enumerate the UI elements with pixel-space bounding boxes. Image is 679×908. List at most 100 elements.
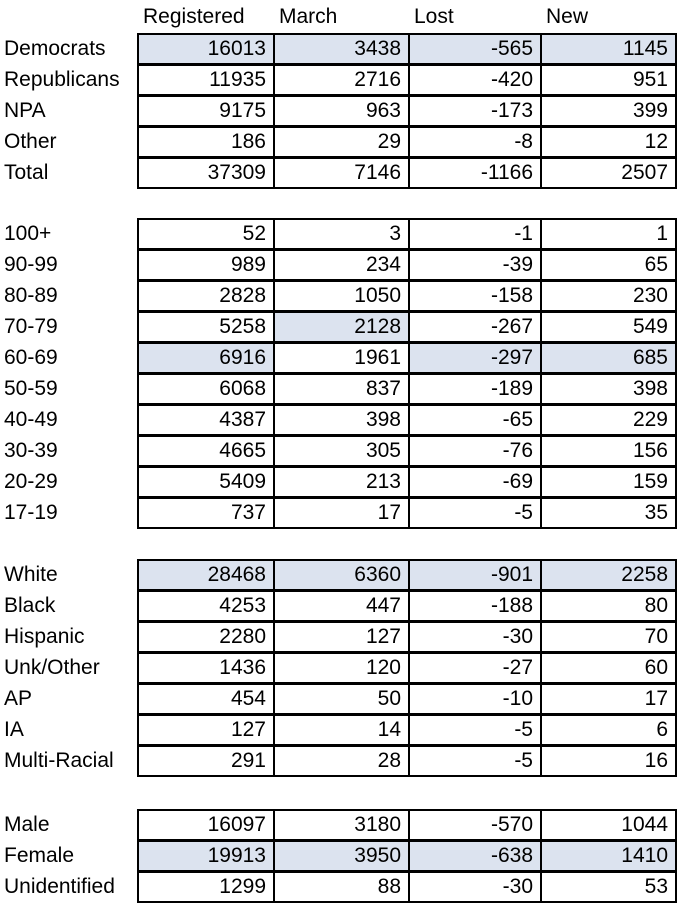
cell: 28: [273, 747, 408, 775]
row-cells: 19913 3950 -638 1410: [137, 840, 677, 872]
cell: 70: [540, 623, 675, 651]
cell: 1050: [273, 282, 408, 310]
cell: 5409: [219, 470, 266, 493]
table-race: White 28468 6360 -901 2258 Black 4253 447 -188 80…: [0, 559, 679, 777]
table-row: 30-39 4665 305 -76 156: [0, 435, 679, 467]
cell: -1166: [408, 159, 540, 187]
cell: 291: [230, 749, 266, 772]
row-cells: 37309 7146 -1166 2507: [137, 157, 677, 189]
row-cells: 454 50 -10 17: [137, 683, 677, 715]
cell: 234: [273, 251, 408, 279]
row-cells: 1299 88 -30 53: [137, 871, 677, 903]
cell: -189: [408, 375, 540, 403]
cell: 11935: [209, 68, 266, 91]
cell: 60: [540, 654, 675, 682]
cell: 29: [273, 128, 408, 156]
table-row: 50-59 6068 837 -189 398: [0, 373, 679, 405]
table-row: White 28468 6360 -901 2258: [0, 559, 679, 591]
table-gender: Male 16097 3180 -570 1044 Female 19913 3950 -638…: [0, 809, 679, 903]
column-header-registered: Registered: [143, 4, 245, 28]
row-label: AP: [4, 687, 33, 710]
cell: -188: [408, 592, 540, 620]
cell: 3: [273, 220, 408, 248]
cell: 685: [540, 344, 675, 372]
cell: 4253: [219, 594, 266, 617]
cell: 1: [540, 220, 675, 248]
row-cells: 6068 837 -189 398: [137, 373, 677, 405]
cell: 53: [540, 873, 675, 901]
row-label: Other: [4, 130, 57, 153]
cell: -27: [408, 654, 540, 682]
row-label: 50-59: [4, 377, 58, 400]
column-header-lost: Lost: [414, 4, 454, 28]
cell: 2716: [273, 66, 408, 94]
cell: 50: [273, 685, 408, 713]
row-cells: 11935 2716 -420 951: [137, 64, 677, 96]
cell: 305: [273, 437, 408, 465]
row-label: Unk/Other: [4, 656, 100, 679]
row-label: NPA: [4, 99, 46, 122]
row-label: 100+: [4, 222, 52, 245]
table-row: 20-29 5409 213 -69 159: [0, 466, 679, 498]
row-cells: 28468 6360 -901 2258: [137, 559, 677, 591]
cell: 1044: [540, 811, 675, 839]
cell: 989: [230, 253, 266, 276]
cell: 2828: [219, 284, 266, 307]
cell: 213: [273, 468, 408, 496]
row-label: 30-39: [4, 439, 58, 462]
cell: 127: [273, 623, 408, 651]
table-row: Multi-Racial 291 28 -5 16: [0, 745, 679, 777]
cell: 229: [540, 406, 675, 434]
cell: 1436: [219, 656, 266, 679]
cell: 4387: [219, 408, 266, 431]
cell: 398: [273, 406, 408, 434]
row-label: Republicans: [4, 68, 120, 91]
table-row: Female 19913 3950 -638 1410: [0, 840, 679, 872]
row-label: Black: [4, 594, 56, 617]
table-row: Other 186 29 -8 12: [0, 126, 679, 158]
table-row: Democrats 16013 3438 -565 1145: [0, 33, 679, 65]
cell: -76: [408, 437, 540, 465]
cell: 1299: [219, 875, 266, 898]
cell: 16097: [207, 813, 266, 836]
table-sections: Democrats 16013 3438 -565 1145 Republicans 119…: [0, 33, 679, 903]
table-row: 60-69 6916 1961 -297 685: [0, 342, 679, 374]
table-row: IA 127 14 -5 6: [0, 714, 679, 746]
table-row: Unk/Other 1436 120 -27 60: [0, 652, 679, 684]
cell: 398: [540, 375, 675, 403]
cell: -1: [408, 220, 540, 248]
row-label: 80-89: [4, 284, 58, 307]
table-age: 100+ 52 3 -1 1 90-99 989 234 -39 65 80-89 2828 1050-…: [0, 218, 679, 529]
row-cells: 2280 127 -30 70: [137, 621, 677, 653]
cell: 80: [540, 592, 675, 620]
cell: 88: [273, 873, 408, 901]
table-row: 40-49 4387 398 -65 229: [0, 404, 679, 436]
cell: 5258: [219, 315, 266, 338]
cell: -420: [408, 66, 540, 94]
cell: 120: [273, 654, 408, 682]
cell: -5: [408, 747, 540, 775]
cell: 737: [230, 501, 266, 524]
row-label: 70-79: [4, 315, 58, 338]
cell: 399: [540, 97, 675, 125]
row-label: 40-49: [4, 408, 58, 431]
row-cells: 52 3 -1 1: [137, 218, 677, 250]
table-row: Male 16097 3180 -570 1044: [0, 809, 679, 841]
table-row: Total 37309 7146 -1166 2507: [0, 157, 679, 189]
row-label: 20-29: [4, 470, 58, 493]
cell: 7146: [273, 159, 408, 187]
cell: 837: [273, 375, 408, 403]
cell: 6360: [273, 561, 408, 589]
cell: 549: [540, 313, 675, 341]
cell: 6068: [219, 377, 266, 400]
cell: 454: [230, 687, 266, 710]
row-label: Unidentified: [4, 875, 115, 898]
cell: -173: [408, 97, 540, 125]
table-row: Republicans 11935 2716 -420 951: [0, 64, 679, 96]
cell: 3950: [273, 842, 408, 870]
row-label: Democrats: [4, 37, 106, 60]
cell: -638: [408, 842, 540, 870]
cell: -158: [408, 282, 540, 310]
cell: 37309: [207, 161, 266, 184]
row-label: Multi-Racial: [4, 749, 114, 772]
